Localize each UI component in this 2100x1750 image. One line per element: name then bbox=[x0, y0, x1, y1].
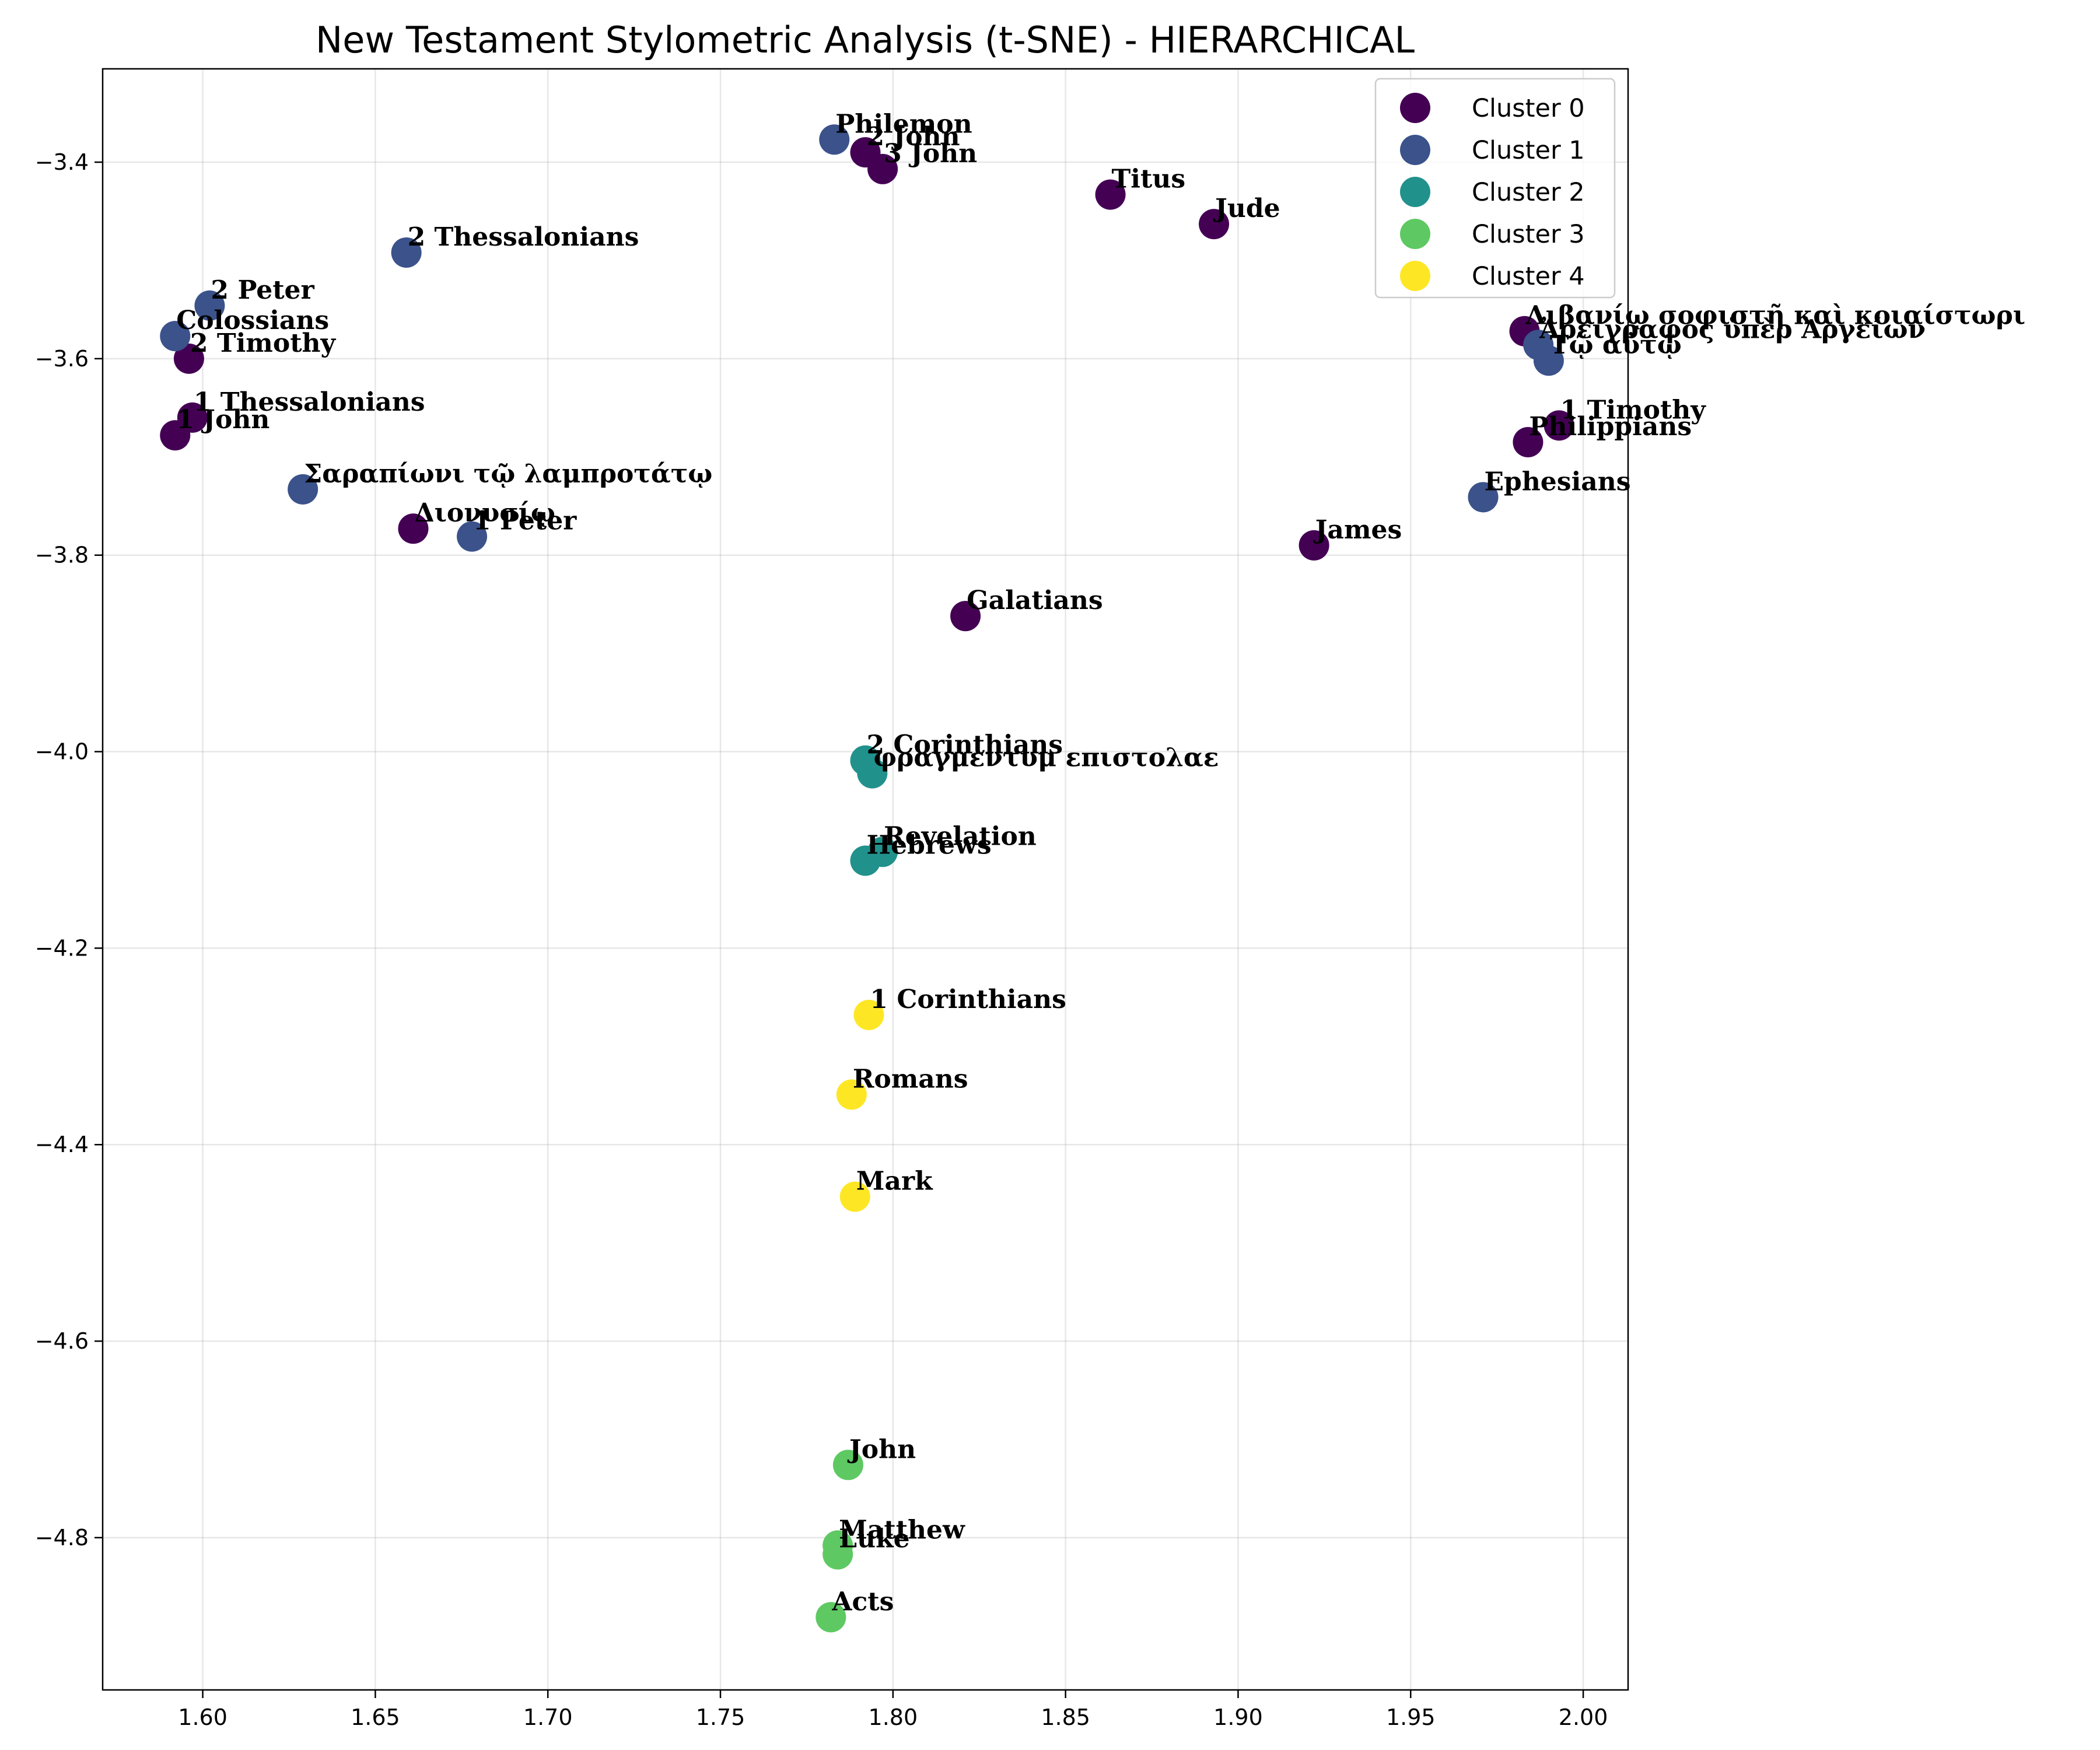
point-label: Titus bbox=[1112, 164, 1186, 194]
axes: 1.60 1.65 1.70 1.75 1.80 1.85 1.90 1.95 2.00 −3.4… bbox=[35, 68, 1629, 1730]
x-tick-label: 1.60 bbox=[178, 1704, 228, 1730]
point-label: Luke bbox=[839, 1524, 909, 1554]
y-tick-label: −3.4 bbox=[35, 149, 89, 175]
data-point bbox=[950, 601, 981, 632]
data-point bbox=[1298, 530, 1329, 561]
point-label: Colossians bbox=[176, 306, 329, 335]
legend-marker bbox=[1400, 261, 1430, 291]
chart-title: New Testament Stylometric Analysis (t-SN… bbox=[316, 19, 1415, 61]
legend-marker bbox=[1400, 135, 1430, 165]
x-tick-label: 2.00 bbox=[1559, 1704, 1608, 1730]
point-label: Σαραπίωνι τῷ λαμπροτάτῳ bbox=[304, 459, 712, 489]
data-point bbox=[857, 758, 888, 789]
point-label: John bbox=[847, 1434, 916, 1464]
point-label: Acts bbox=[831, 1587, 894, 1616]
legend-label: Cluster 4 bbox=[1472, 262, 1585, 291]
point-label: 2 Thessalonians bbox=[408, 222, 639, 252]
data-point bbox=[457, 521, 488, 552]
point-label: 1 Thessalonians bbox=[194, 387, 425, 417]
x-tick-label: 1.70 bbox=[523, 1704, 573, 1730]
legend-marker bbox=[1400, 93, 1430, 123]
data-points bbox=[160, 124, 1574, 1633]
x-tick-label: 1.90 bbox=[1213, 1704, 1263, 1730]
x-tick-label: 1.80 bbox=[869, 1704, 918, 1730]
point-label: Galatians bbox=[967, 586, 1103, 615]
data-point bbox=[839, 1181, 870, 1212]
data-point bbox=[819, 124, 850, 155]
point-label: 1 Timothy bbox=[1560, 395, 1707, 425]
data-point bbox=[1544, 410, 1574, 441]
data-point bbox=[850, 845, 881, 876]
legend-marker bbox=[1400, 219, 1430, 249]
y-tick-label: −3.8 bbox=[35, 542, 89, 568]
x-tick-label: 1.85 bbox=[1041, 1704, 1090, 1730]
point-label: Jude bbox=[1213, 194, 1280, 223]
point-label: Matthew bbox=[839, 1515, 965, 1545]
legend-label: Cluster 2 bbox=[1472, 178, 1585, 207]
point-label: Mark bbox=[856, 1167, 933, 1196]
point-label: Philippians bbox=[1529, 412, 1692, 442]
point-label: James bbox=[1313, 515, 1402, 545]
data-point bbox=[832, 1450, 863, 1480]
legend-box bbox=[1374, 78, 1616, 299]
x-tick-label: 1.95 bbox=[1386, 1704, 1436, 1730]
data-point bbox=[391, 237, 422, 268]
point-label: Revelation bbox=[884, 821, 1037, 851]
point-label: Ἀρειγραφος ὑπὲρ Ἀργείων bbox=[1539, 314, 1926, 344]
data-point bbox=[836, 1079, 867, 1110]
plot-frame bbox=[102, 68, 1629, 1691]
y-tick-label: −4.4 bbox=[35, 1132, 89, 1157]
data-point bbox=[160, 420, 191, 451]
point-label: φραγμεντυμ επιστολαε bbox=[873, 743, 1219, 773]
point-label: 2 Corinthians bbox=[867, 730, 1063, 760]
y-tick-label: −3.6 bbox=[35, 346, 89, 372]
point-label: Philemon bbox=[835, 109, 972, 139]
data-point bbox=[1095, 179, 1126, 210]
data-point bbox=[160, 321, 191, 352]
y-tick-label: −4.6 bbox=[35, 1328, 89, 1354]
point-label: Romans bbox=[853, 1064, 968, 1094]
y-tick-label: −4.2 bbox=[35, 935, 89, 961]
legend-marker bbox=[1400, 177, 1430, 207]
point-label: Τῷ αὐτῷ bbox=[1550, 330, 1682, 360]
point-label: Hebrews bbox=[867, 830, 992, 860]
point-label: 1 Corinthians bbox=[870, 985, 1066, 1014]
data-point bbox=[1533, 345, 1564, 376]
legend-label: Cluster 1 bbox=[1472, 136, 1585, 165]
point-label: 1 Peter bbox=[473, 506, 577, 536]
point-label: Λιβανίῳ σοφιστῇ καὶ κοιαίστωρι bbox=[1525, 301, 2026, 331]
y-tick-label: −4.0 bbox=[35, 739, 89, 765]
legend-label: Cluster 0 bbox=[1472, 94, 1585, 123]
legend-label: Cluster 3 bbox=[1472, 220, 1585, 249]
point-label: Διονυσίῳ bbox=[414, 498, 555, 528]
point-label: 3 John bbox=[884, 139, 977, 169]
data-point bbox=[853, 999, 884, 1030]
data-point bbox=[398, 513, 429, 544]
data-point bbox=[850, 137, 881, 168]
data-point bbox=[1513, 427, 1544, 458]
x-tick-label: 1.65 bbox=[351, 1704, 400, 1730]
data-point bbox=[194, 290, 225, 321]
legend: Cluster 0 Cluster 1 Cluster 2 Cluster 3 Clus… bbox=[1374, 78, 1616, 299]
point-label: 2 Peter bbox=[211, 275, 314, 305]
data-point bbox=[288, 474, 318, 505]
data-point bbox=[816, 1602, 846, 1633]
point-label: 1 John bbox=[176, 405, 270, 435]
point-label: Ephesians bbox=[1485, 467, 1631, 496]
point-label: 2 Timothy bbox=[190, 328, 337, 358]
point-label: 2 John bbox=[867, 122, 960, 152]
x-tick-label: 1.75 bbox=[696, 1704, 746, 1730]
data-point bbox=[822, 1539, 853, 1570]
data-point bbox=[1199, 209, 1230, 240]
data-point bbox=[1468, 482, 1499, 513]
y-tick-label: −4.8 bbox=[35, 1525, 89, 1550]
data-point bbox=[173, 343, 204, 374]
